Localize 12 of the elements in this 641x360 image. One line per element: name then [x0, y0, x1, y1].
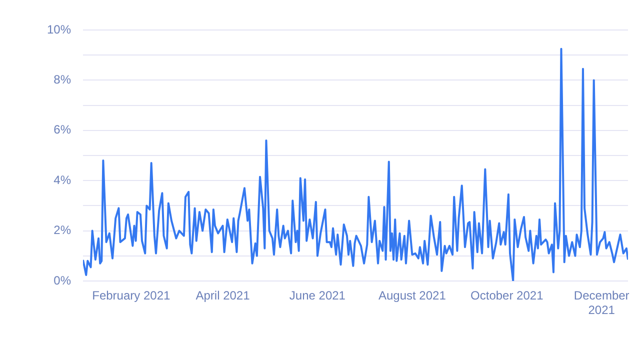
y-tick-label: 10%: [46, 22, 72, 36]
x-tick-label: October 2021: [470, 288, 544, 303]
x-tick-label: June 2021: [289, 288, 346, 303]
x-tick-label: April 2021: [196, 288, 250, 303]
x-tick-label: December 2021: [574, 288, 630, 317]
y-tick-label: 6%: [54, 122, 72, 137]
y-tick-label: 8%: [54, 72, 72, 87]
x-tick-label: February 2021: [92, 288, 170, 303]
y-tick-label: 0%: [54, 273, 72, 288]
x-tick-label: August 2021: [378, 288, 446, 303]
y-tick-label: 2%: [54, 223, 72, 238]
y-tick-label: 4%: [54, 172, 72, 187]
